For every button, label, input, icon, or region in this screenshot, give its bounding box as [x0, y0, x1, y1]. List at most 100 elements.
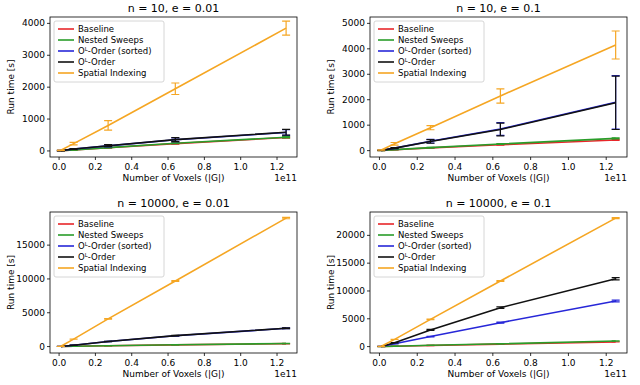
x-axis-label: Number of Voxels (|G|)	[448, 173, 550, 183]
y-tick-label: 4000	[342, 44, 365, 54]
error-bar	[104, 345, 112, 346]
x-tick	[455, 353, 456, 356]
legend-label: Nested Sweeps	[78, 35, 144, 45]
x-tick	[492, 157, 493, 160]
error-bar	[612, 300, 620, 302]
plot-area	[377, 31, 619, 151]
y-tick-label: 1000	[22, 114, 45, 124]
error-bar	[612, 76, 620, 129]
plot-area	[57, 217, 290, 346]
error-bar	[282, 343, 290, 344]
error-bar	[171, 83, 179, 94]
legend-label: Spatial Indexing	[78, 263, 147, 273]
y-axis-label: Run time [s]	[326, 59, 336, 114]
error-bar	[282, 137, 290, 138]
legend-label: Baseline	[78, 24, 114, 34]
x-tick-label: 0.8	[523, 358, 538, 368]
error-bar	[391, 346, 399, 347]
error-bar	[612, 76, 620, 129]
x-tick	[277, 353, 278, 356]
x-tick-label: 0.4	[448, 358, 463, 368]
y-tick-label: 3000	[22, 50, 45, 60]
error-bar	[391, 342, 399, 344]
error-bar	[426, 345, 434, 346]
legend-label: Spatial Indexing	[398, 68, 467, 78]
error-bar	[57, 346, 65, 347]
x-tick-label: 0.6	[486, 358, 501, 368]
plot-area	[377, 218, 619, 347]
error-bar	[496, 322, 504, 323]
y-tick-label: 5000	[342, 314, 365, 324]
y-tick	[47, 346, 50, 347]
legend-label: Baseline	[78, 219, 114, 229]
x-tick	[59, 157, 60, 160]
y-tick-label: 3000	[342, 69, 365, 79]
error-bar	[57, 346, 65, 347]
legend-swatch	[58, 39, 74, 41]
error-bar	[391, 148, 399, 149]
error-bar	[171, 143, 179, 145]
error-bar	[104, 318, 112, 320]
legend-swatch	[58, 234, 74, 236]
y-tick-label: 0	[39, 146, 45, 156]
error-bar	[377, 346, 385, 347]
error-bar	[377, 150, 385, 151]
x-tick	[277, 157, 278, 160]
x-tick-label: 0.2	[88, 358, 102, 368]
error-bar	[70, 142, 78, 145]
x-tick	[168, 157, 169, 160]
error-bar	[171, 344, 179, 345]
x-tick-label: 1.2	[270, 358, 284, 368]
y-tick	[367, 23, 370, 24]
subplot: n = 10, e = 0.010.00.20.40.60.81.01.2010…	[6, 2, 297, 183]
x-tick-label: 1.2	[270, 162, 284, 172]
error-bar	[57, 150, 65, 151]
y-tick	[367, 74, 370, 75]
x-tick	[95, 353, 96, 356]
legend-label: Nested Sweeps	[398, 35, 464, 45]
error-bar	[171, 335, 179, 337]
y-tick-label: 2000	[342, 95, 365, 105]
y-axis-label: Run time [s]	[6, 59, 16, 114]
error-bar	[57, 150, 65, 151]
legend-swatch	[378, 72, 394, 74]
x-tick	[417, 157, 418, 160]
legend-label: Spatial Indexing	[78, 68, 147, 78]
error-bar	[171, 335, 179, 337]
error-bar	[70, 345, 78, 346]
x-tick-label: 0.8	[523, 162, 538, 172]
error-bar	[282, 21, 290, 35]
legend-swatch	[378, 245, 394, 247]
y-tick	[47, 312, 50, 313]
error-bar	[57, 150, 65, 152]
error-bar	[171, 142, 179, 144]
x-tick	[568, 157, 569, 160]
x-tick-label: 0.4	[125, 358, 140, 368]
y-tick	[47, 119, 50, 120]
x-tick	[131, 157, 132, 160]
y-tick	[47, 55, 50, 56]
y-tick	[47, 245, 50, 246]
legend-swatch	[58, 245, 74, 247]
legend-box	[54, 21, 164, 82]
x-tick	[530, 157, 531, 160]
error-bar	[70, 338, 78, 339]
x-tick-label: 1.0	[234, 358, 249, 368]
y-tick-label: 5000	[22, 308, 45, 318]
error-bar	[612, 278, 620, 280]
x-offset-label: 1e11	[604, 173, 627, 183]
legend-label: Oᴸ-Order	[78, 57, 116, 67]
y-tick-label: 20000	[336, 230, 365, 240]
x-tick-label: 0.2	[88, 162, 102, 172]
legend-label: Nested Sweeps	[398, 230, 464, 240]
error-bar	[70, 345, 78, 346]
y-tick	[367, 48, 370, 49]
x-tick	[379, 157, 380, 160]
error-bar	[57, 149, 65, 151]
error-bar	[377, 346, 385, 347]
error-bar	[496, 123, 504, 136]
series-line	[381, 342, 615, 347]
x-tick	[204, 157, 205, 160]
x-tick	[59, 353, 60, 356]
error-bar	[282, 327, 290, 329]
